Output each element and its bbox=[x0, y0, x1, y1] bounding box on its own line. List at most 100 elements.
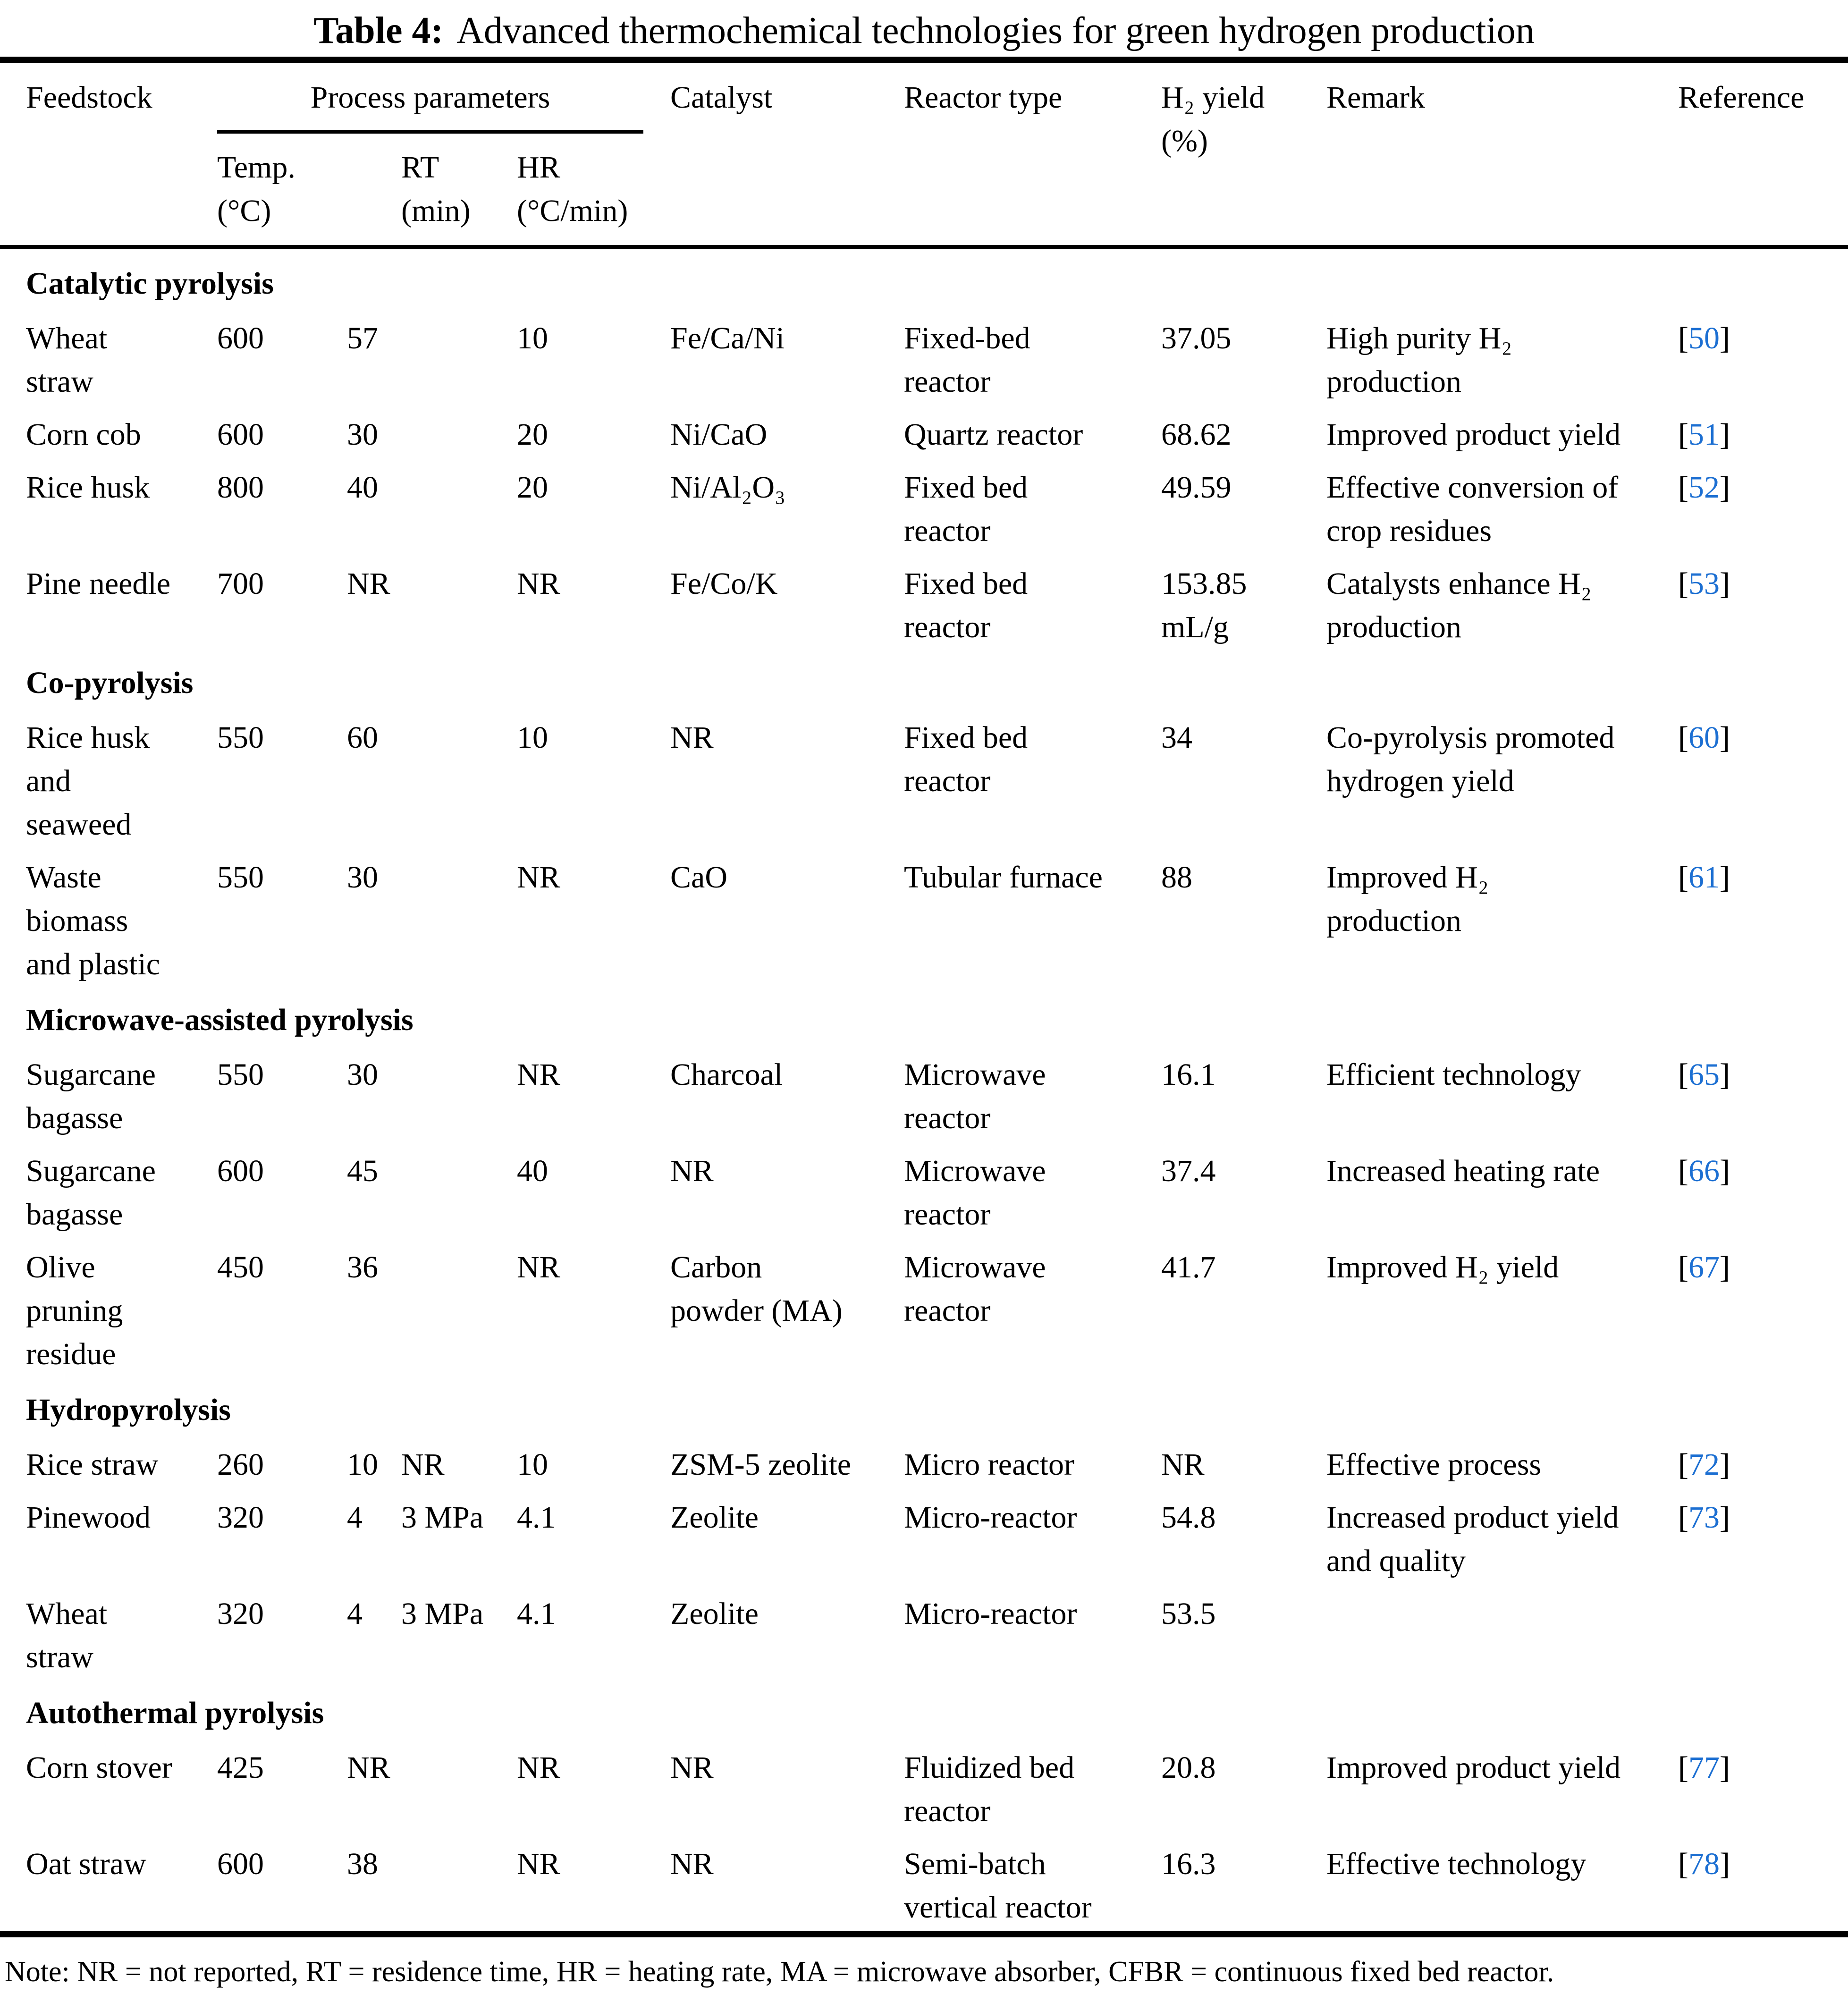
cell-reactor: Fixed-bed reactor bbox=[904, 321, 1030, 399]
cell-reactor: Tubular furnace bbox=[904, 860, 1103, 895]
cell-rt: 57 bbox=[347, 321, 378, 355]
cell-hr: 10 bbox=[517, 1447, 548, 1482]
process-parameters-subheaders: Temp. (°C) RT (min) HR (°C/min) bbox=[217, 146, 670, 233]
cell-temp: 600 bbox=[217, 321, 264, 355]
table-row: Rice husk 800 40 20 Ni/Al₂O₃ Fixed bed reacto… bbox=[0, 458, 1848, 555]
cell-catalyst: CaO bbox=[670, 860, 727, 895]
column-header-reactor-type: Reactor type bbox=[904, 80, 1063, 115]
table-row: Sugarcane bagasse 550 30 NR Charcoal Microwav… bbox=[0, 1046, 1848, 1142]
cell-reference: [72] bbox=[1678, 1443, 1822, 1487]
cell-catalyst: Carbon powder (MA) bbox=[670, 1250, 843, 1328]
ref-bracket-close: ] bbox=[1719, 566, 1730, 601]
cell-remark: Improved product yield bbox=[1326, 1750, 1621, 1785]
cell-temp: 600 bbox=[217, 1847, 264, 1881]
section-header: Microwave-assisted pyrolysis bbox=[26, 1003, 413, 1037]
cell-yield: 68.62 bbox=[1161, 417, 1232, 452]
ref-bracket-open: [ bbox=[1678, 321, 1688, 355]
cell-reactor: Microwave reactor bbox=[904, 1057, 1046, 1135]
ref-bracket-open: [ bbox=[1678, 470, 1688, 505]
table-row: Corn stover 425 NR NR NR Fluidized bed reacto… bbox=[0, 1739, 1848, 1835]
cell-hr: 4.1 bbox=[517, 1500, 556, 1535]
table-footnote: Note: NR = not reported, RT = residence … bbox=[5, 1956, 1554, 1988]
cell-temp: 450 bbox=[217, 1250, 264, 1284]
column-header-hr: HR (°C/min) bbox=[517, 150, 628, 228]
cell-hr: NR bbox=[517, 1057, 560, 1092]
reference-link[interactable]: 73 bbox=[1688, 1500, 1720, 1535]
cell-hr: 10 bbox=[517, 321, 548, 355]
cell-remark: Increased product yield and quality bbox=[1326, 1500, 1619, 1578]
cell-temp: 550 bbox=[217, 720, 264, 755]
reference-link[interactable]: 61 bbox=[1688, 860, 1720, 895]
cell-rt: 45 bbox=[347, 1154, 378, 1188]
cell-feedstock: Rice straw bbox=[26, 1447, 159, 1482]
section-header: Co-pyrolysis bbox=[26, 666, 194, 700]
column-group-process-parameters: Process parameters bbox=[217, 76, 643, 134]
reference-link[interactable]: 51 bbox=[1688, 417, 1720, 452]
cell-remark: Efficient technology bbox=[1326, 1057, 1581, 1092]
cell-temp: 550 bbox=[217, 860, 264, 895]
cell-yield: 34 bbox=[1161, 720, 1192, 755]
column-header-reference: Reference bbox=[1678, 80, 1805, 115]
cell-reference: [67] bbox=[1678, 1246, 1822, 1289]
cell-reference: [73] bbox=[1678, 1496, 1822, 1539]
reference-link[interactable]: 53 bbox=[1688, 566, 1720, 601]
cell-rt: 40 bbox=[347, 470, 378, 505]
cell-feedstock: Sugarcane bagasse bbox=[26, 1154, 156, 1232]
cell-reactor: Microwave reactor bbox=[904, 1154, 1046, 1232]
paper-table-page: Table 4: Advanced thermochemical technolo… bbox=[0, 10, 1848, 1988]
cell-remark: High purity H₂ production bbox=[1326, 321, 1512, 399]
reference-link[interactable]: 60 bbox=[1688, 720, 1720, 755]
column-header-process-parameters: Process parameters bbox=[217, 76, 643, 134]
reference-link[interactable]: 72 bbox=[1688, 1447, 1720, 1482]
table-row: Corn cob 600 30 20 Ni/CaO Quartz reactor 68.62… bbox=[0, 406, 1848, 458]
reference-link[interactable]: 52 bbox=[1688, 470, 1720, 505]
reference-link[interactable]: 65 bbox=[1688, 1057, 1720, 1092]
ref-bracket-open: [ bbox=[1678, 1847, 1688, 1881]
cell-temp: 260 bbox=[217, 1447, 264, 1482]
cell-catalyst: ZSM-5 zeolite bbox=[670, 1447, 852, 1482]
cell-reactor: Semi-batch vertical reactor bbox=[904, 1847, 1092, 1925]
section-header: Hydropyrolysis bbox=[26, 1393, 231, 1427]
cell-yield: 49.59 bbox=[1161, 470, 1232, 505]
cell-rt: 30 bbox=[347, 417, 378, 452]
cell-feedstock: Pine needle bbox=[26, 566, 171, 601]
ref-bracket-close: ] bbox=[1719, 1154, 1730, 1188]
cell-reference: [61] bbox=[1678, 856, 1822, 899]
ref-bracket-close: ] bbox=[1719, 860, 1730, 895]
reference-link[interactable]: 78 bbox=[1688, 1847, 1720, 1881]
reference-link[interactable]: 50 bbox=[1688, 321, 1720, 355]
reference-link[interactable]: 66 bbox=[1688, 1154, 1720, 1188]
table-row: Pine needle 700 NR NR Fe/Co/K Fixed bed react… bbox=[0, 555, 1848, 651]
cell-reactor: Fixed bed reactor bbox=[904, 470, 1028, 548]
cell-hr: 20 bbox=[517, 470, 548, 505]
ref-bracket-open: [ bbox=[1678, 1447, 1688, 1482]
table-row: Wheat straw 600 57 10 Fe/Ca/Ni Fixed-bed reac… bbox=[0, 309, 1848, 406]
cell-feedstock: Rice husk and seaweed bbox=[26, 720, 150, 842]
cell-remark: Effective technology bbox=[1326, 1847, 1586, 1881]
cell-rt: 30 bbox=[347, 860, 378, 895]
cell-feedstock: Waste biomass and plastic bbox=[26, 860, 160, 981]
cell-hr: 10 bbox=[517, 720, 548, 755]
reference-link[interactable]: 77 bbox=[1688, 1750, 1720, 1785]
ref-bracket-close: ] bbox=[1719, 720, 1730, 755]
ref-bracket-open: [ bbox=[1678, 1154, 1688, 1188]
cell-hr: NR bbox=[517, 1750, 560, 1785]
cell-rt: 10 bbox=[347, 1447, 378, 1482]
section-header: Catalytic pyrolysis bbox=[26, 266, 274, 301]
cell-pressure: 3 MPa bbox=[401, 1597, 484, 1631]
cell-yield: 88 bbox=[1161, 860, 1192, 895]
cell-hr: NR bbox=[517, 860, 560, 895]
cell-hr: 4.1 bbox=[517, 1597, 556, 1631]
ref-bracket-close: ] bbox=[1719, 1250, 1730, 1284]
table-row: Oat straw 600 38 NR NR Semi-batch vertical re… bbox=[0, 1835, 1848, 1931]
cell-yield: 53.5 bbox=[1161, 1597, 1216, 1631]
cell-reference: [50] bbox=[1678, 317, 1822, 360]
cell-reactor: Microwave reactor bbox=[904, 1250, 1046, 1328]
reference-link[interactable]: 67 bbox=[1688, 1250, 1720, 1284]
table-row: Wheat straw 320 4 3 MPa 4.1 Zeolite Micro-reac… bbox=[0, 1585, 1848, 1681]
cell-pressure: NR bbox=[401, 1447, 445, 1482]
ref-bracket-close: ] bbox=[1719, 321, 1730, 355]
cell-catalyst: Charcoal bbox=[670, 1057, 783, 1092]
column-header-remark: Remark bbox=[1326, 80, 1425, 115]
cell-hr: 20 bbox=[517, 417, 548, 452]
